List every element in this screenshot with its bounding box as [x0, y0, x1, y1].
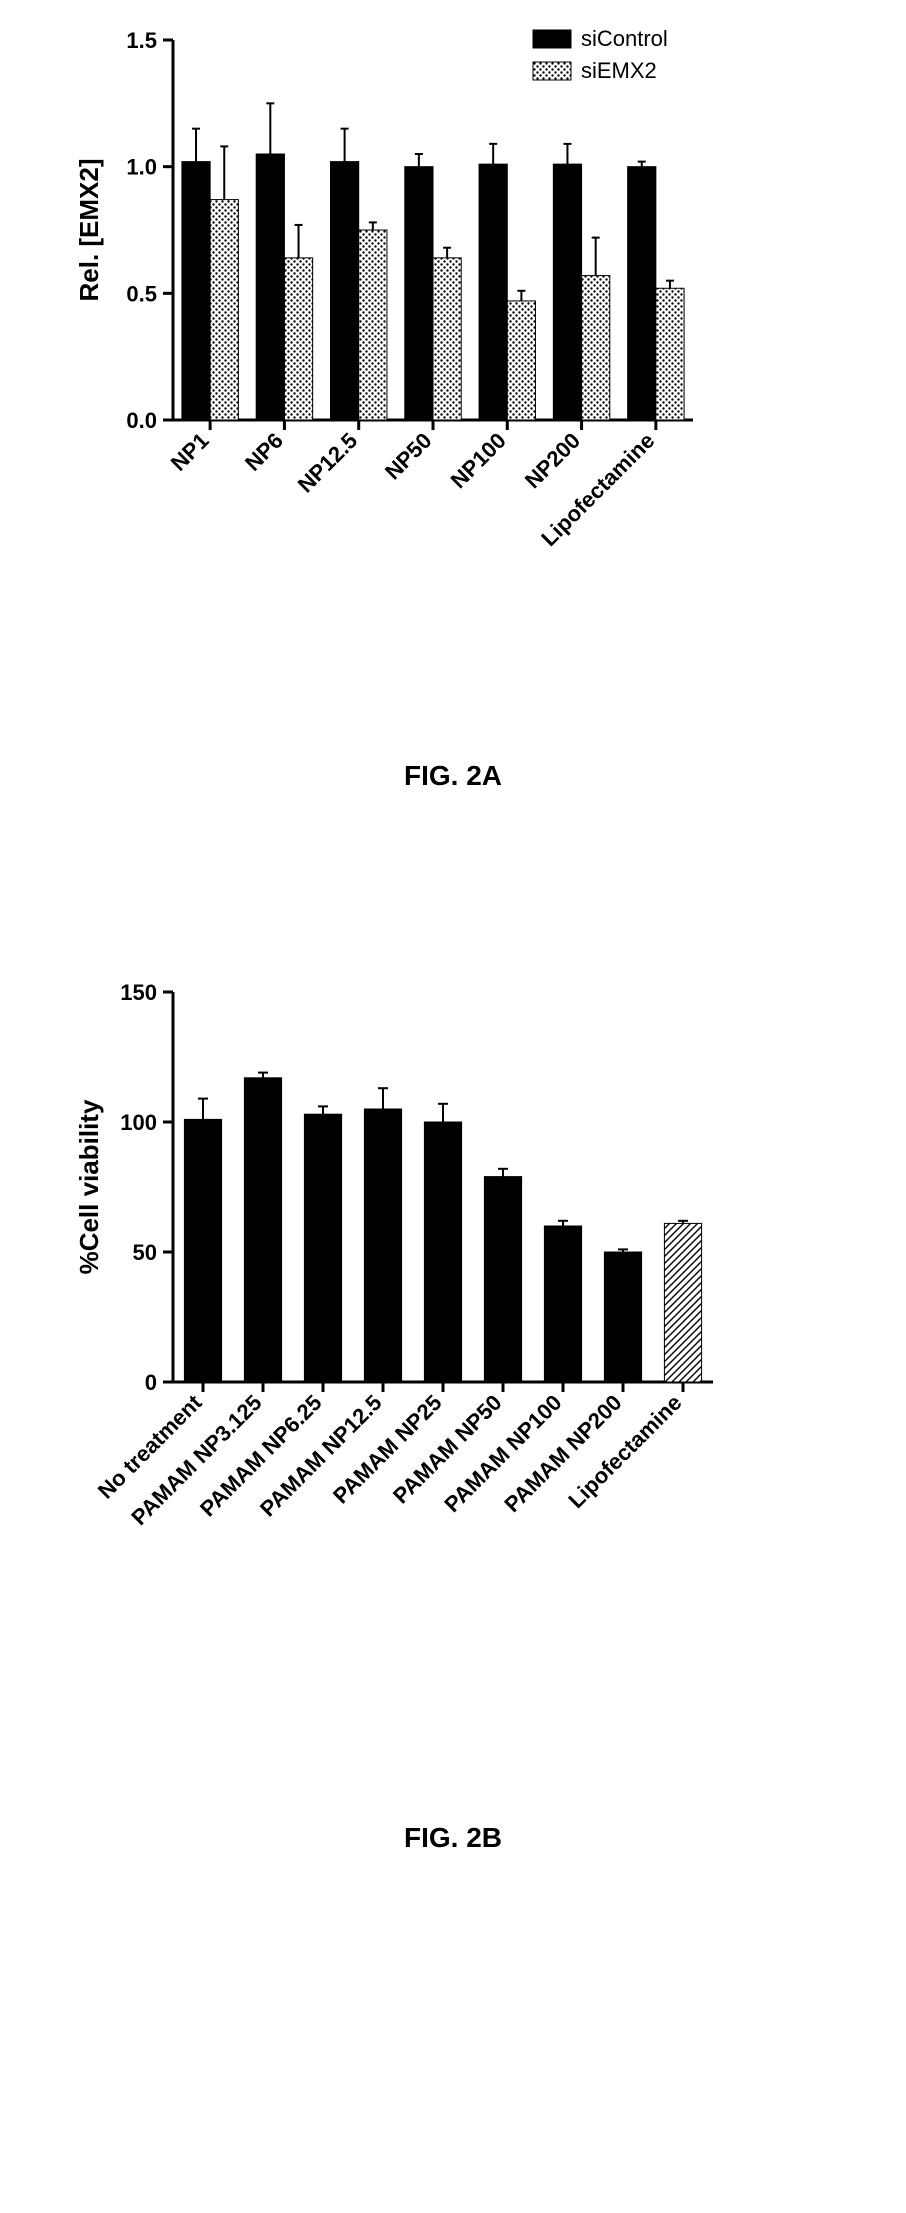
fig-2b-label: FIG. 2B — [0, 1822, 906, 1854]
svg-text:NP6: NP6 — [240, 428, 288, 476]
chart-2a-svg: 0.00.51.01.5Rel. [EMX2]NP1NP6NP12.5NP50N… — [53, 20, 853, 710]
svg-text:1.5: 1.5 — [126, 28, 157, 53]
chart-2b-wrapper: 050100150%Cell viabilityNo treatmentPAMA… — [0, 972, 906, 1772]
svg-text:0.0: 0.0 — [126, 408, 157, 433]
chart-2b-svg: 050100150%Cell viabilityNo treatmentPAMA… — [53, 972, 853, 1772]
svg-text:NP100: NP100 — [446, 428, 511, 493]
svg-text:NP12.5: NP12.5 — [293, 428, 363, 498]
svg-text:50: 50 — [133, 1240, 157, 1265]
svg-text:100: 100 — [120, 1110, 157, 1135]
svg-text:siControl: siControl — [581, 26, 668, 51]
svg-text:No treatment: No treatment — [93, 1389, 207, 1503]
svg-text:0.5: 0.5 — [126, 281, 157, 306]
svg-text:%Cell viability: %Cell viability — [74, 1099, 104, 1274]
svg-text:0: 0 — [145, 1370, 157, 1395]
svg-text:NP200: NP200 — [520, 428, 585, 493]
svg-text:Rel. [EMX2]: Rel. [EMX2] — [74, 158, 104, 301]
svg-text:1.0: 1.0 — [126, 155, 157, 180]
figure-2a-container: 0.00.51.01.5Rel. [EMX2]NP1NP6NP12.5NP50N… — [0, 20, 906, 792]
svg-text:NP1: NP1 — [166, 428, 214, 476]
svg-text:NP50: NP50 — [380, 428, 437, 485]
svg-text:siEMX2: siEMX2 — [581, 58, 657, 83]
svg-text:150: 150 — [120, 980, 157, 1005]
chart-2a-wrapper: 0.00.51.01.5Rel. [EMX2]NP1NP6NP12.5NP50N… — [0, 20, 906, 710]
figure-2b-container: 050100150%Cell viabilityNo treatmentPAMA… — [0, 972, 906, 1854]
fig-2a-label: FIG. 2A — [0, 760, 906, 792]
